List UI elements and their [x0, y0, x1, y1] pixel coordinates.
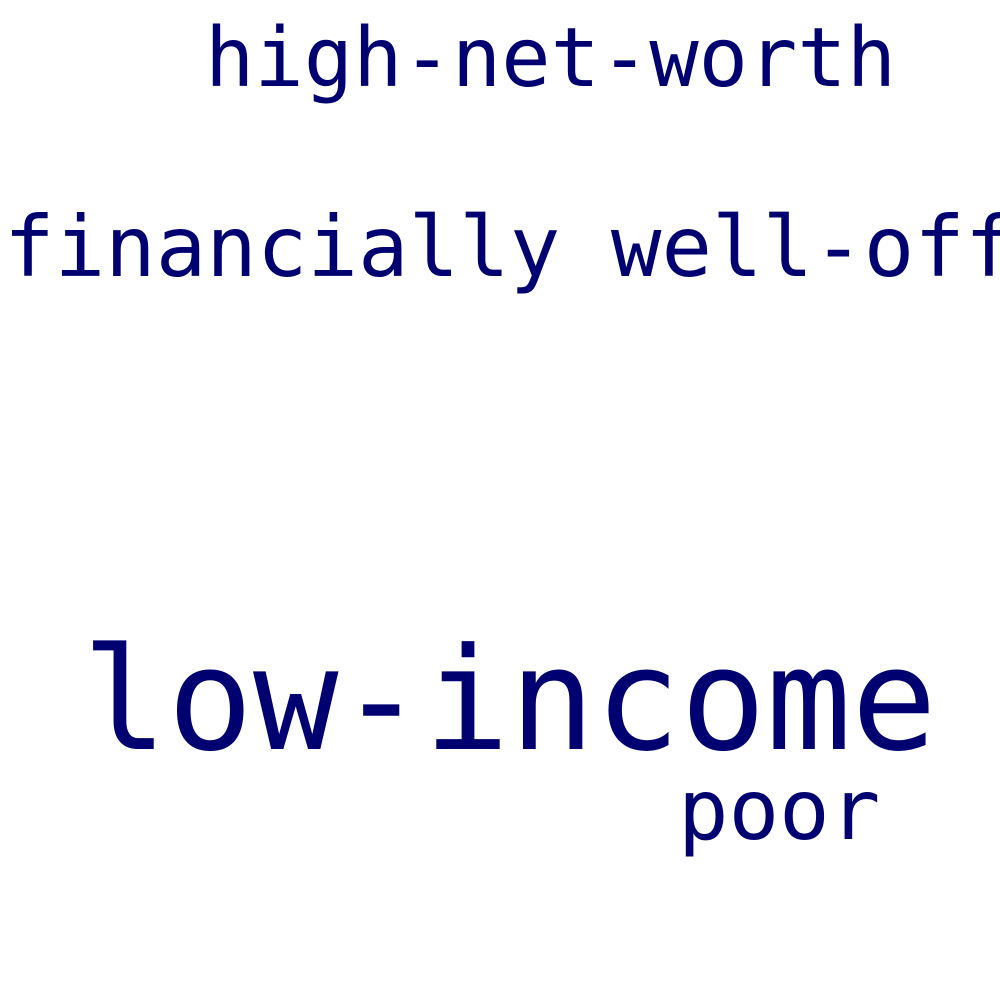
word-financially-well-off: financially well-off — [4, 198, 1000, 296]
word-high-net-worth: high-net-worth — [205, 11, 897, 106]
word-low-income: low-income — [82, 618, 937, 783]
word-poor: poor — [678, 761, 881, 859]
